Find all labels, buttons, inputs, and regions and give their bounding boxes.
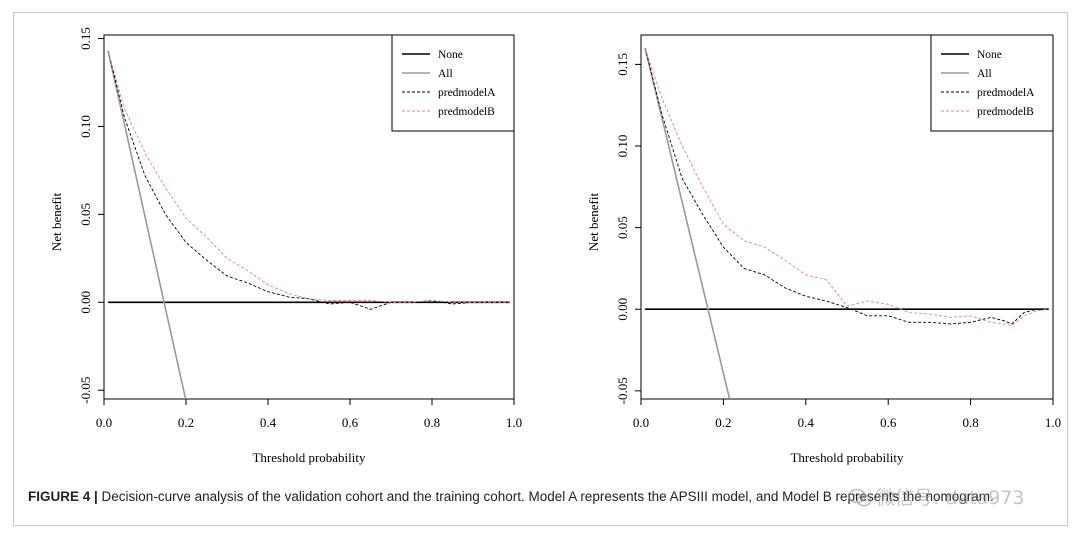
legend-label-predmodelb: predmodelB: [438, 106, 495, 118]
x-axis-label: Threshold probability: [790, 450, 904, 465]
x-axis-label: Threshold probability: [252, 450, 366, 465]
x-tick-label: 0.2: [715, 415, 731, 430]
y-tick-label: 0.15: [78, 27, 93, 50]
y-tick-label: 0.00: [78, 291, 93, 314]
x-tick-label: 0.0: [633, 415, 649, 430]
x-tick-label: 0.2: [178, 415, 194, 430]
series-line-all: [107, 50, 187, 399]
plot-area: [640, 34, 1054, 400]
chart-validation-cohort: 0.0 0.2 0.4 0.6 0.8 1.0 -0.05 0.00 0.05 0.10 0.15 T…: [49, 27, 522, 465]
x-tick-label: 1.0: [1045, 415, 1061, 430]
y-tick-label: 0.05: [78, 203, 93, 226]
caption-text: Decision-curve analysis of the validatio…: [97, 489, 994, 504]
legend-label-predmodelb: predmodelB: [977, 106, 1034, 118]
watermark: 微信号: data973: [848, 483, 1025, 510]
y-axis-label: Net benefit: [586, 193, 601, 252]
x-tick-label: 0.6: [342, 415, 359, 430]
watermark-text: 微信号: data973: [876, 487, 1025, 509]
x-tick-label: 0.8: [424, 415, 440, 430]
legend-label-predmodela: predmodelA: [977, 87, 1035, 99]
y-tick-label: -0.05: [78, 377, 93, 404]
x-tick-label: 0.6: [880, 415, 897, 430]
x-tick-label: 1.0: [506, 415, 522, 430]
chart-training-cohort: 0.0 0.2 0.4 0.6 0.8 1.0 -0.05 0.00 0.05 0.10 0.15 T…: [586, 34, 1061, 465]
y-axis-label: Net benefit: [49, 193, 64, 252]
legend-box: [930, 34, 1054, 132]
x-tick-label: 0.0: [96, 415, 112, 430]
series-line-predmodela: [644, 47, 1049, 325]
series-line-predmodelb: [107, 50, 510, 303]
legend-label-all: All: [977, 68, 992, 80]
legend-box: [391, 34, 515, 132]
y-tick-label: 0.15: [615, 53, 630, 76]
figure-label: FIGURE 4 |: [28, 489, 98, 504]
legend-label-none: None: [977, 49, 1002, 61]
x-tick-label: 0.4: [260, 415, 277, 430]
x-tick-label: 0.8: [962, 415, 978, 430]
series-line-predmodelb: [644, 47, 1049, 326]
figure-frame: 0.0 0.2 0.4 0.6 0.8 1.0 -0.05 0.00 0.05 0.10 0.15 T…: [13, 12, 1068, 526]
y-tick-label: 0.10: [615, 135, 630, 158]
x-tick-label: 0.4: [798, 415, 815, 430]
y-tick-label: -0.05: [615, 377, 630, 404]
series-line-all: [644, 47, 731, 399]
legend-label-predmodela: predmodelA: [438, 87, 496, 99]
y-tick-label: 0.10: [78, 115, 93, 138]
legend-label-all: All: [438, 68, 453, 80]
y-tick-label: 0.05: [615, 216, 630, 239]
figure-caption: FIGURE 4 | Decision-curve analysis of th…: [28, 489, 1058, 504]
y-tick-label: 0.00: [615, 298, 630, 321]
legend-label-none: None: [438, 49, 463, 61]
wechat-icon: [848, 488, 872, 507]
plot-area: [103, 34, 515, 400]
